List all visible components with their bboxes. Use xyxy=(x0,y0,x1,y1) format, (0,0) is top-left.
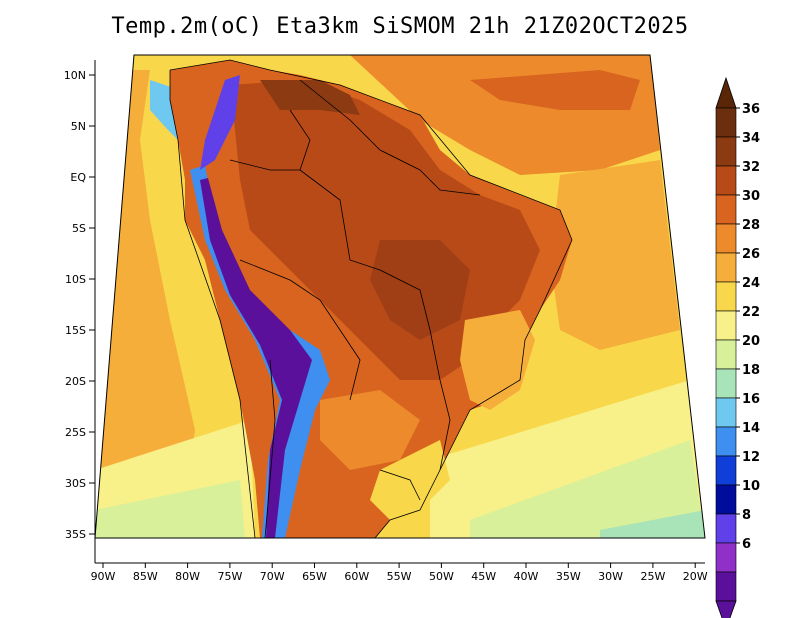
border-peru-bolivia xyxy=(239,259,361,401)
lon-tick-label: 75W xyxy=(217,570,242,583)
land-mild-south xyxy=(320,390,420,470)
colorbar: 36 34 32 30 28 26 24 22 20 18 16 14 12 10 8 6 xyxy=(715,76,760,618)
border-uruguay xyxy=(379,469,421,501)
lat-tick-label: 10N xyxy=(64,69,86,82)
colorbar-label: 12 xyxy=(742,450,760,465)
ocean-hot-north xyxy=(470,70,640,110)
land-cool-southeast xyxy=(460,310,535,410)
colorbar-label: 36 xyxy=(742,102,760,117)
colorbar-swatch xyxy=(715,310,737,341)
colorbar-swatch xyxy=(715,542,737,573)
colorbar-label: 16 xyxy=(742,392,760,407)
country-borders xyxy=(169,59,573,539)
pacific-south-colder xyxy=(95,480,245,538)
colorbar-label: 8 xyxy=(742,508,751,523)
lon-tick-label: 50W xyxy=(429,570,454,583)
lat-tick-label: 5S xyxy=(72,222,86,235)
colorbar-label: 28 xyxy=(742,218,760,233)
pacific-coast-cool xyxy=(140,70,255,538)
lon-tick-label: 55W xyxy=(387,570,412,583)
colorbar-label: 26 xyxy=(742,247,760,262)
lat-tick-label: 25S xyxy=(65,426,86,439)
lon-tick-label: 40W xyxy=(514,570,539,583)
lat-tick-label: 20S xyxy=(65,375,86,388)
lat-tick-label: EQ xyxy=(70,171,86,184)
colorbar-label: 34 xyxy=(742,131,760,146)
colorbar-swatch xyxy=(715,107,737,138)
lon-tick-label: 20W xyxy=(683,570,708,583)
map-title: Temp.2m(oC) Eta3km SiSMOM 21h 21Z02OCT20… xyxy=(111,14,689,39)
lon-tick-label: 45W xyxy=(471,570,496,583)
colorbar-swatch xyxy=(715,194,737,225)
border-brazil xyxy=(299,79,481,471)
plot-frame xyxy=(94,54,706,539)
colorbar-label: 20 xyxy=(742,334,760,349)
lon-tick-label: 25W xyxy=(640,570,665,583)
colorbar-max-arrow xyxy=(715,76,737,109)
colorbar-swatch xyxy=(715,165,737,196)
lon-tick-label: 85W xyxy=(133,570,158,583)
lat-tick-label: 30S xyxy=(65,477,86,490)
longitude-axis: 90W 85W 80W 75W 70W 65W 60W 55W 50W 45W 40W 35W 30W 2… xyxy=(91,563,708,583)
temperature-field xyxy=(95,55,705,538)
colorbar-swatch xyxy=(715,339,737,370)
lon-tick-label: 60W xyxy=(344,570,369,583)
colorbar-swatch xyxy=(715,484,737,515)
lon-tick-label: 35W xyxy=(556,570,581,583)
lon-tick-label: 90W xyxy=(91,570,116,583)
lat-tick-label: 35S xyxy=(65,528,86,541)
colorbar-swatch xyxy=(715,571,737,602)
border-colombia xyxy=(229,109,311,171)
colorbar-min-arrow xyxy=(715,600,737,618)
ocean-warm-mid xyxy=(550,160,680,350)
lon-tick-label: 70W xyxy=(260,570,285,583)
colorbar-swatch xyxy=(715,281,737,312)
colorbar-label: 10 xyxy=(742,479,760,494)
ocean-cold-south xyxy=(470,440,705,538)
colorbar-label: 6 xyxy=(742,537,751,552)
colorbar-swatch xyxy=(715,368,737,399)
lon-tick-label: 65W xyxy=(302,570,327,583)
coastline xyxy=(169,59,573,539)
colorbar-swatch xyxy=(715,223,737,254)
colorbar-label: 32 xyxy=(742,160,760,175)
colorbar-swatch xyxy=(715,136,737,167)
lon-tick-label: 30W xyxy=(598,570,623,583)
colorbar-label: 30 xyxy=(742,189,760,204)
colorbar-label: 18 xyxy=(742,363,760,378)
colorbar-label: 14 xyxy=(742,421,760,436)
lat-tick-label: 10S xyxy=(65,273,86,286)
lat-tick-label: 5N xyxy=(71,120,86,133)
colorbar-swatch xyxy=(715,426,737,457)
lon-tick-label: 80W xyxy=(175,570,200,583)
colorbar-label: 24 xyxy=(742,276,760,291)
colorbar-swatch xyxy=(715,252,737,283)
colorbar-label: 22 xyxy=(742,305,760,320)
ocean-colder-south xyxy=(600,510,705,538)
land-hottest xyxy=(260,80,360,115)
andes-north-cold xyxy=(200,75,240,170)
andes-coldest-band xyxy=(200,178,312,538)
colorbar-swatch xyxy=(715,455,737,486)
latitude-axis: 10N 5N EQ 5S 10S 15S 20S 25S 30S 35S xyxy=(64,69,95,541)
colorbar-swatch xyxy=(715,397,737,428)
border-argentina-chile xyxy=(264,359,276,539)
colorbar-swatch xyxy=(715,513,737,544)
lat-tick-label: 15S xyxy=(65,324,86,337)
